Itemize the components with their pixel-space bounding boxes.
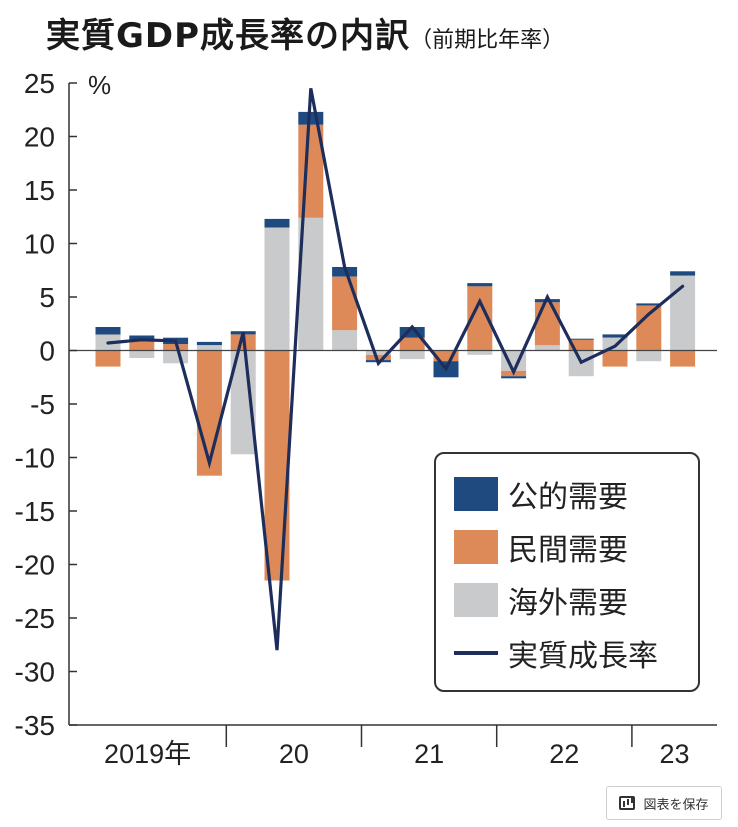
bar-overseas-2021Q2 <box>399 350 425 360</box>
bar-private-2019Q1 <box>95 350 121 367</box>
bar-overseas-2020Q2 <box>264 227 290 351</box>
save-chart-button-label: 図表を保存 <box>643 797 709 813</box>
y-tick-label: -25 <box>15 603 55 634</box>
axis-layer: 25 20 15 10 5 0 -5 -10 -15 -20 -25 -30 -35 2019年 20 21 2… <box>15 68 717 769</box>
chart-title: 実質GDP成長率の内訳（前期比年率） <box>46 8 564 57</box>
bar-private-2020Q4 <box>332 276 358 331</box>
x-year-label: 22 <box>549 739 579 769</box>
bar-public-2022Q3 <box>568 338 594 340</box>
growth-line-layer <box>106 88 685 651</box>
y-tick-label: 5 <box>39 282 55 313</box>
bar-overseas-2023Q1 <box>636 350 662 362</box>
bars-layer <box>95 111 696 581</box>
legend-item-public: 公的需要 <box>454 474 628 515</box>
y-tick-label: -15 <box>15 496 55 527</box>
gdp-chart: 25 20 15 10 5 0 -5 -10 -15 -20 -25 -30 -35 2019年 20 21 2… <box>15 68 717 769</box>
bar-overseas-2022Q2 <box>534 345 560 351</box>
legend-label-public: 公的需要 <box>508 480 628 515</box>
bar-public-2022Q4 <box>602 334 628 338</box>
bar-public-2023Q2 <box>670 271 696 276</box>
bar-private-2022Q3 <box>568 339 594 351</box>
chart-title-sub: （前期比年率） <box>410 28 565 53</box>
legend-item-private: 民間需要 <box>454 527 628 568</box>
chart-title-main: 実質GDP成長率の内訳 <box>46 16 411 56</box>
y-tick-label: -20 <box>15 550 55 581</box>
growth-rate-line <box>106 88 685 651</box>
legend-label-growth: 実質成長率 <box>508 639 658 674</box>
legend: 公的需要 民間需要 海外需要 実質成長率 <box>434 452 700 692</box>
bar-private-2022Q4 <box>602 350 628 367</box>
bar-public-2022Q1 <box>501 376 527 379</box>
bar-public-2021Q4 <box>467 283 493 287</box>
bar-private-2022Q2 <box>534 302 560 346</box>
bar-public-2019Q2 <box>129 335 155 340</box>
bar-public-2019Q4 <box>196 341 222 346</box>
legend-swatch-overseas <box>454 583 498 617</box>
legend-swatch-public <box>454 477 498 511</box>
bar-public-2020Q2 <box>264 218 290 228</box>
x-year-label: 20 <box>279 739 309 769</box>
y-tick-label: 0 <box>39 336 55 367</box>
legend-label-private: 民間需要 <box>508 533 628 568</box>
bar-private-2019Q4 <box>196 350 222 476</box>
bar-overseas-2019Q3 <box>163 350 189 364</box>
bar-public-2021Q2 <box>399 327 425 338</box>
bar-overseas-2021Q4 <box>467 350 493 355</box>
y-tick-label: -35 <box>15 710 55 741</box>
bar-private-2019Q3 <box>163 344 189 351</box>
legend-swatch-private <box>454 530 498 564</box>
y-tick-label: 25 <box>24 68 55 99</box>
bar-private-2021Q2 <box>399 337 425 351</box>
x-year-label: 2019年 <box>104 739 191 769</box>
legend-item-overseas: 海外需要 <box>454 580 628 621</box>
y-tick-label: -30 <box>15 657 55 688</box>
bar-overseas-2021Q1 <box>365 350 391 355</box>
bar-private-2021Q3 <box>433 350 459 362</box>
y-tick-label: 10 <box>24 229 55 260</box>
bar-public-2019Q1 <box>95 327 121 335</box>
bar-public-2023Q1 <box>636 303 662 306</box>
bar-overseas-2019Q2 <box>129 350 155 358</box>
legend-item-growth: 実質成長率 <box>454 633 658 674</box>
y-tick-label: 20 <box>24 122 55 153</box>
bar-overseas-2020Q4 <box>332 330 358 351</box>
bar-overseas-2019Q4 <box>196 345 222 351</box>
legend-swatch-growth <box>454 651 498 655</box>
y-tick-label: 15 <box>24 175 55 206</box>
bar-private-2019Q2 <box>129 339 155 351</box>
chart-icon <box>619 796 636 810</box>
save-chart-button[interactable]: 図表を保存 <box>606 786 722 820</box>
x-year-label: 21 <box>414 739 444 769</box>
y-tick-label: -5 <box>30 389 55 420</box>
bar-private-2023Q2 <box>670 350 696 367</box>
y-tick-label: -10 <box>15 443 55 474</box>
unit-label: % <box>88 70 111 100</box>
bar-private-2020Q2 <box>264 350 290 581</box>
x-year-label: 23 <box>659 739 689 769</box>
bar-private-2021Q1 <box>365 354 391 361</box>
legend-label-overseas: 海外需要 <box>508 586 628 621</box>
